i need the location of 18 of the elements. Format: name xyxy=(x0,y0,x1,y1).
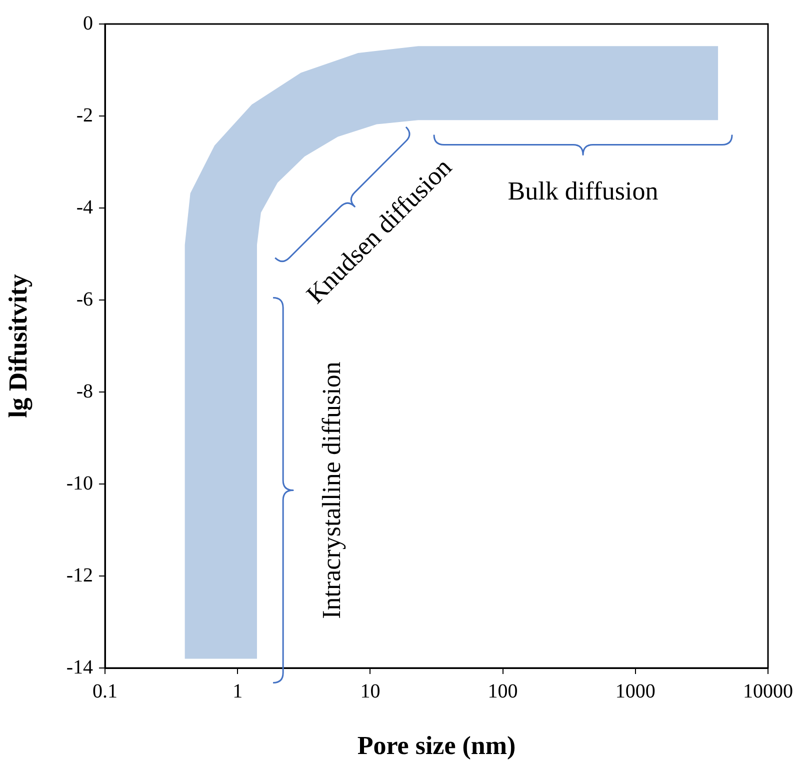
x-tick-label: 100 xyxy=(488,680,518,702)
x-tick-label: 10000 xyxy=(743,680,793,702)
x-tick-label: 0.1 xyxy=(92,680,118,702)
x-tick-label: 1000 xyxy=(615,680,656,702)
annotation: Bulk diffusion xyxy=(508,176,658,206)
y-tick-label: -4 xyxy=(76,196,93,218)
y-tick-label: -14 xyxy=(66,656,93,678)
y-tick-label: -8 xyxy=(76,380,93,402)
y-axis-title: lg Difusitvity xyxy=(3,274,32,418)
y-tick-label: -10 xyxy=(66,472,93,494)
x-tick-label: 10 xyxy=(360,680,380,702)
x-axis-title: Pore size (nm) xyxy=(357,731,516,760)
y-tick-label: -6 xyxy=(76,288,93,310)
y-tick-label: -2 xyxy=(76,104,93,126)
annotation: Intracrystalline diffusion xyxy=(316,362,346,619)
y-tick-label: 0 xyxy=(83,12,93,34)
y-tick-label: -12 xyxy=(66,564,93,586)
x-tick-label: 1 xyxy=(232,680,243,702)
